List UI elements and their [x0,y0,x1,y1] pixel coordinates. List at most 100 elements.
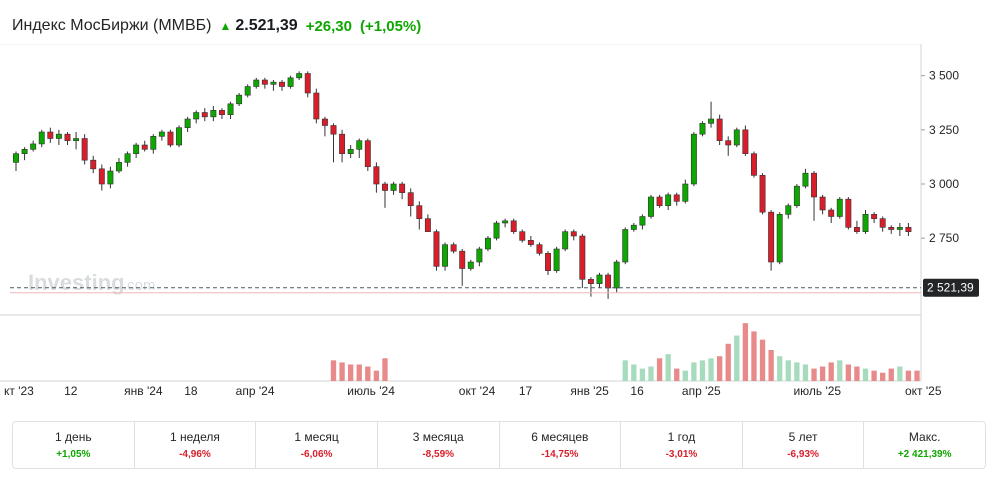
candle-down [279,81,285,87]
candle-up [236,94,243,105]
candle-up [467,261,474,269]
price-change: +26,30 [305,17,352,35]
period-6m[interactable]: 6 месяцев -14,75% [500,422,622,468]
x-tick-label: янв '25 [570,384,609,398]
candle-up [253,79,260,87]
candle-up [502,220,509,224]
y-tick-label: 3 500 [929,69,959,83]
period-1y[interactable]: 1 год -3,01% [621,422,743,468]
candle-down [450,244,457,252]
volume-bar [777,356,783,381]
volume-bar [716,356,723,381]
last-price: 2.521,39 [235,17,298,34]
candle-down [81,138,88,161]
x-tick-label: окт '25 [905,384,942,398]
period-3m[interactable]: 3 месяца -8,59% [378,422,500,468]
candle-down [364,140,371,167]
candle-down [218,110,225,115]
period-5y[interactable]: 5 лет -6,93% [743,422,865,468]
candle-up [553,248,560,271]
x-tick-label: янв '24 [124,384,163,398]
x-tick-label: апр '25 [682,384,721,398]
period-label: 3 месяца [412,430,464,444]
candle-up [699,123,706,135]
candle-up [896,227,903,230]
candle-up [793,185,800,206]
candle-down [424,218,431,232]
candle-up [733,129,740,146]
x-tick-label: 16 [630,384,644,398]
x-tick-label: 17 [519,384,533,398]
volume-bar [356,364,362,381]
period-max[interactable]: Макс. +2 421,39% [864,422,985,468]
candle-up [347,149,354,154]
candle-down [819,196,826,211]
candle-down [313,92,320,120]
volume-bar [845,364,852,381]
period-value: -6,93% [787,449,819,460]
candle-up [124,153,131,163]
candle-up [690,133,697,185]
candle-down [673,194,680,202]
period-value: -3,01% [665,449,698,460]
volume-bar [854,366,860,381]
investing-watermark-suffix: .com [123,277,156,294]
candle-up [227,103,234,115]
candle-up [116,162,122,172]
volume-bar [699,360,706,381]
candle-up [13,153,19,163]
volume-bar [734,335,740,381]
volume-bar [759,339,766,381]
up-arrow-icon: ▲ [219,19,232,33]
candle-down [261,79,268,85]
volume-bar [785,360,791,381]
candle-up [176,127,182,146]
candle-up [38,131,45,145]
period-1m[interactable]: 1 месяц -6,06% [256,422,378,468]
candle-up [184,118,191,128]
period-label: 1 неделя [170,430,220,444]
price-chart[interactable]: 3 500 3 250 3 000 2 750 Investing.com 2 521,3… [0,44,998,410]
candle-up [708,118,715,124]
candle-up [55,133,62,139]
candle-down [768,211,775,263]
volume-bar [631,364,637,381]
period-label: 1 день [55,430,92,444]
candle-down [570,231,577,237]
candle-down [527,240,534,245]
y-tick-label: 3 250 [929,123,959,137]
candle-down [201,112,208,118]
candle-down [879,218,886,228]
candle-up [665,194,672,206]
candle-up [493,222,500,239]
candle-down [828,209,835,217]
candle-up [613,261,620,289]
candle-up [776,214,783,263]
period-1w[interactable]: 1 неделя -4,96% [135,422,257,468]
volume-bar [365,366,371,381]
candle-down [167,131,174,146]
candle-down [759,175,766,213]
x-tick-label: июль '24 [347,384,395,398]
candle-up [622,229,629,263]
candle-up [390,183,397,191]
performance-periods: 1 день +1,05% 1 неделя -4,96% 1 месяц -6… [12,421,986,469]
period-value: -14,75% [541,449,579,460]
volume-bar [905,370,912,381]
candle-up [484,237,491,250]
candle-down [407,192,414,206]
volume-bar [725,343,731,381]
candle-up [630,224,637,230]
volume-bar [897,366,903,381]
y-tick-label: 3 000 [929,177,959,191]
candle-down [382,183,388,191]
x-tick-label: 12 [64,384,78,398]
period-1d[interactable]: 1 день +1,05% [13,422,135,468]
volume-bar [811,368,817,381]
candle-down [510,220,517,232]
volume-bar [639,368,646,381]
x-tick-label: июль '25 [793,384,841,398]
candle-down [459,250,466,269]
period-value: +1,05% [56,449,91,460]
candle-up [270,81,277,85]
